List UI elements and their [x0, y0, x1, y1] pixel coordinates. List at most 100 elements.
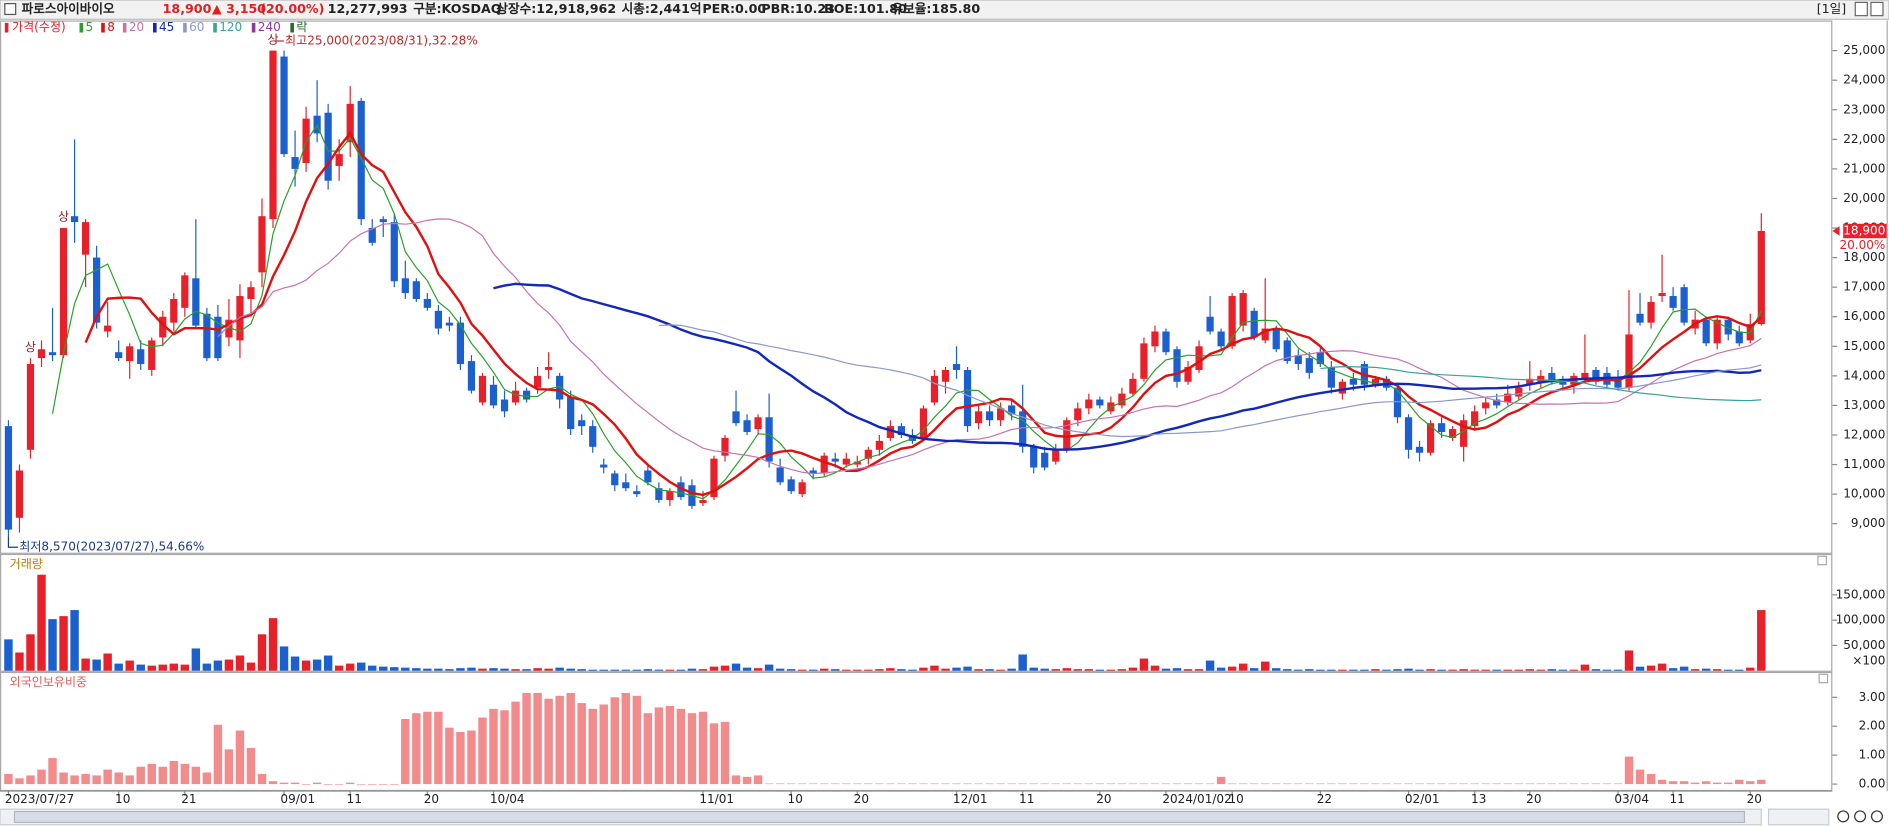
- candle-body: [787, 479, 795, 492]
- panel-button[interactable]: [1817, 555, 1827, 566]
- candle-body: [1052, 449, 1060, 462]
- volume-bar: [930, 665, 939, 671]
- volume-bar: [786, 669, 796, 671]
- volume-bar: [632, 669, 642, 671]
- x-tick-label: 03/04: [1614, 792, 1649, 806]
- period[interactable]: [1일]: [1817, 1, 1847, 16]
- candle-body: [842, 458, 850, 465]
- volume-bar: [1051, 669, 1060, 671]
- minimize-button[interactable]: [1854, 1, 1868, 17]
- candle-body: [489, 384, 498, 406]
- y-tick-label: 20,000: [1843, 191, 1885, 205]
- candle-body: [1625, 334, 1633, 388]
- volume-bar: [654, 669, 664, 671]
- candle-body: [853, 461, 861, 465]
- volume-bar: [213, 660, 223, 671]
- foreign-bar: [257, 773, 267, 785]
- candle-body: [1250, 310, 1258, 338]
- foreign-bar: [70, 775, 79, 785]
- candle-body: [1713, 319, 1721, 344]
- volume-bar: [1470, 669, 1479, 671]
- candle-body: [589, 426, 597, 447]
- foreign-bar: [1448, 783, 1457, 785]
- candle-body: [1349, 378, 1358, 385]
- candle-body: [820, 455, 828, 474]
- zoom-reset[interactable]: [1870, 810, 1883, 823]
- foreign-bar: [1294, 783, 1303, 785]
- volume-bar: [1613, 669, 1623, 671]
- zoom-slider[interactable]: [1767, 808, 1830, 826]
- y-tick-label: 12,000: [1843, 427, 1885, 441]
- foreign-bar: [897, 783, 906, 785]
- zoom-in[interactable]: [1837, 810, 1850, 823]
- volume-bar: [831, 669, 840, 671]
- volume-bar: [1690, 669, 1700, 671]
- foreign-bar: [1492, 783, 1501, 785]
- candle-body: [919, 408, 928, 438]
- y-tick-label: 17,000: [1843, 280, 1885, 294]
- foreign-bar: [4, 773, 13, 785]
- volume-bar: [1459, 669, 1468, 671]
- candle-body: [1515, 387, 1523, 397]
- scroll-thumb[interactable]: [13, 810, 1746, 823]
- candle-body: [511, 390, 520, 403]
- foreign-bar: [654, 707, 664, 785]
- volume-bar: [246, 662, 256, 671]
- y-tick-label: 11,000: [1843, 457, 1885, 471]
- candle-body: [1658, 293, 1666, 297]
- volume-bar: [290, 656, 300, 671]
- low-arrow: [7, 536, 19, 548]
- foreign-bar: [985, 783, 994, 785]
- candle-body: [192, 278, 200, 326]
- foreign-bar: [875, 783, 884, 785]
- foreign-bar: [511, 701, 520, 785]
- legend-item: 락: [296, 20, 307, 34]
- y-tick-label: 0.00: [1859, 777, 1886, 791]
- y-tick-label: 10,000: [1843, 487, 1885, 501]
- foreign-bar: [555, 695, 564, 785]
- foreign-bar: [1481, 783, 1490, 785]
- foreign-bar: [1095, 783, 1105, 785]
- volume-bar: [37, 574, 46, 671]
- candle-body: [1129, 378, 1137, 394]
- candle-body: [1548, 372, 1556, 382]
- candle-body: [247, 287, 255, 299]
- foreign-bar: [445, 727, 454, 785]
- volume-bar: [610, 669, 619, 671]
- foreign-bar: [930, 783, 939, 785]
- moving-average: [84, 130, 1763, 497]
- volume-bar: [1646, 665, 1656, 671]
- volume-bar: [1525, 669, 1535, 671]
- foreign-bar: [753, 775, 763, 785]
- volume-bar: [555, 667, 564, 671]
- legend-item: 240: [258, 20, 281, 34]
- candle-body: [1404, 417, 1413, 450]
- candle-body: [1449, 429, 1457, 438]
- candle-body: [743, 420, 751, 433]
- foreign-bar: [1084, 783, 1094, 785]
- close-button[interactable]: [1870, 1, 1884, 17]
- y-tick-label: 3.00: [1859, 690, 1886, 704]
- volume-bar: [687, 668, 697, 671]
- zoom-out[interactable]: [1854, 810, 1867, 823]
- volume-bar: [1415, 669, 1424, 671]
- foreign-bar: [1426, 783, 1435, 785]
- volume-bar: [1183, 669, 1193, 671]
- checkbox[interactable]: [4, 3, 17, 16]
- volume-bar: [1580, 664, 1590, 671]
- volume-bar: [279, 646, 289, 671]
- panel-button[interactable]: [1818, 673, 1829, 684]
- foreign-bar: [81, 773, 90, 785]
- candle-body: [423, 298, 431, 308]
- foreign-bar: [1547, 783, 1557, 785]
- foreign-bar: [345, 782, 355, 785]
- volume-bar: [797, 669, 807, 671]
- volume-bar: [1503, 669, 1512, 671]
- volume-bar: [952, 667, 961, 671]
- volume-bar: [257, 634, 267, 671]
- foreign-bar: [1305, 783, 1314, 785]
- foreign-bar: [1194, 783, 1204, 785]
- y-tick-label: 24,000: [1843, 73, 1885, 87]
- volume-bar: [125, 660, 134, 671]
